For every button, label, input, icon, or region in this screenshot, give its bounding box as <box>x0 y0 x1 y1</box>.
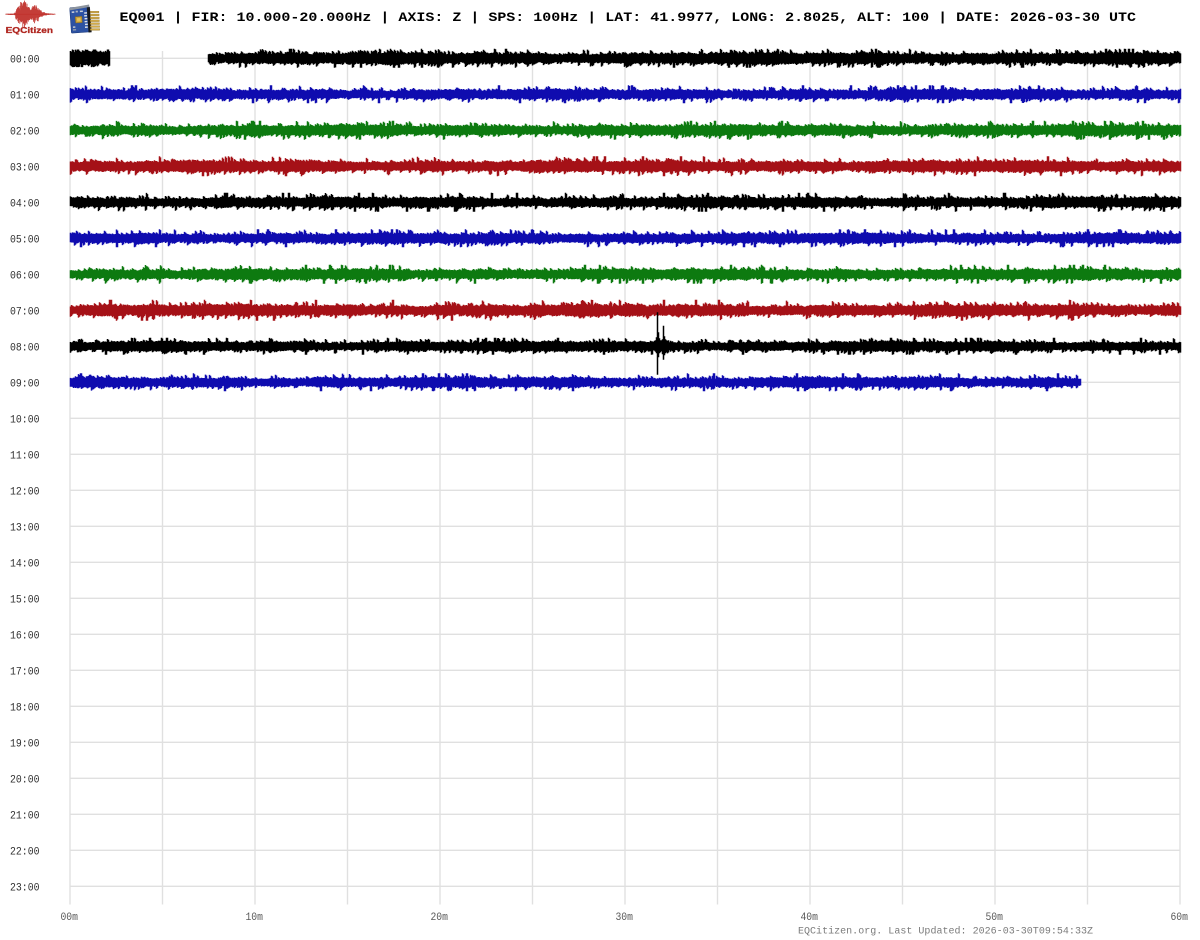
svg-text:19:00: 19:00 <box>10 739 40 751</box>
svg-text:06:00: 06:00 <box>10 271 40 283</box>
svg-text:10m: 10m <box>245 912 263 924</box>
svg-text:09:00: 09:00 <box>10 379 40 391</box>
svg-text:12:00: 12:00 <box>10 487 40 499</box>
svg-text:07:00: 07:00 <box>10 307 40 319</box>
svg-text:EQCitizen: EQCitizen <box>6 26 53 35</box>
svg-text:23:00: 23:00 <box>10 883 40 895</box>
svg-text:18:00: 18:00 <box>10 703 40 715</box>
svg-text:40m: 40m <box>800 912 818 924</box>
svg-text:17:00: 17:00 <box>10 667 40 679</box>
svg-text:20:00: 20:00 <box>10 775 40 787</box>
svg-text:00:00: 00:00 <box>10 55 40 67</box>
svg-text:16:00: 16:00 <box>10 631 40 643</box>
svg-text:EQ001 | FIR: 10.000-20.000Hz |: EQ001 | FIR: 10.000-20.000Hz | AXIS: Z |… <box>120 10 1137 25</box>
svg-text:02:00: 02:00 <box>10 127 40 139</box>
svg-text:00m: 00m <box>60 912 78 924</box>
svg-text:14:00: 14:00 <box>10 559 40 571</box>
svg-text:30m: 30m <box>615 912 633 924</box>
svg-text:50m: 50m <box>985 912 1003 924</box>
svg-text:15:00: 15:00 <box>10 595 40 607</box>
svg-text:11:00: 11:00 <box>10 451 40 463</box>
svg-text:08:00: 08:00 <box>10 343 40 355</box>
svg-text:03:00: 03:00 <box>10 163 40 175</box>
svg-text:05:00: 05:00 <box>10 235 40 247</box>
svg-text:20m: 20m <box>430 912 448 924</box>
svg-text:22:00: 22:00 <box>10 847 40 859</box>
svg-text:60m: 60m <box>1170 912 1188 924</box>
svg-text:EQCitizen.org. Last Updated: 2: EQCitizen.org. Last Updated: 2026-03-30T… <box>798 926 1093 938</box>
svg-text:21:00: 21:00 <box>10 811 40 823</box>
svg-text:01:00: 01:00 <box>10 91 40 103</box>
svg-text:10:00: 10:00 <box>10 415 40 427</box>
svg-text:13:00: 13:00 <box>10 523 40 535</box>
svg-text:04:00: 04:00 <box>10 199 40 211</box>
